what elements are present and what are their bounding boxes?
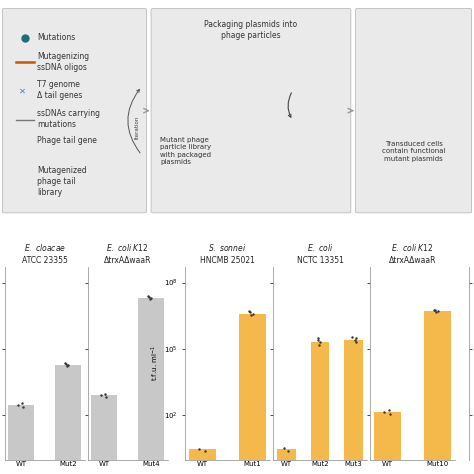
Title: $\it{E.\ coli}$
NCTC 13351: $\it{E.\ coli}$ NCTC 13351	[297, 242, 344, 265]
Point	[431, 307, 438, 314]
Point	[145, 293, 153, 301]
Point	[434, 308, 441, 315]
Point	[315, 341, 323, 349]
Point	[353, 335, 360, 342]
FancyArrowPatch shape	[128, 90, 140, 153]
Point	[102, 393, 110, 401]
Point	[249, 310, 256, 317]
Text: Packaging plasmids into
phage particles: Packaging plasmids into phage particles	[204, 19, 298, 40]
FancyBboxPatch shape	[356, 9, 472, 213]
Point	[19, 403, 27, 410]
Title: $\it{S.\ sonnei}$
HNCMB 25021: $\it{S.\ sonnei}$ HNCMB 25021	[200, 242, 255, 265]
Point	[18, 400, 26, 407]
Text: Transduced cells
contain functional
mutant plasmids: Transduced cells contain functional muta…	[382, 141, 445, 162]
Point	[430, 306, 438, 313]
Point	[14, 401, 21, 409]
Point	[317, 338, 324, 346]
Text: ✕: ✕	[18, 87, 26, 96]
Text: Mutations: Mutations	[37, 33, 75, 42]
Title: $\it{E.\ coli\ K12}$
ΔtrxAΔwaaR: $\it{E.\ coli\ K12}$ ΔtrxAΔwaaR	[104, 242, 152, 265]
Text: ssDNAs carrying
mutations: ssDNAs carrying mutations	[37, 109, 100, 129]
Point	[385, 406, 392, 414]
Bar	[91, 395, 117, 474]
Point	[280, 444, 288, 452]
Point	[61, 359, 69, 366]
Point	[144, 292, 152, 300]
Bar	[344, 340, 363, 474]
Point	[195, 446, 203, 453]
Bar	[138, 298, 164, 474]
Bar	[9, 405, 34, 474]
Point	[146, 295, 154, 303]
Title: $\it{E.\ coli\ K12}$
ΔtrxAΔwaaR: $\it{E.\ coli\ K12}$ ΔtrxAΔwaaR	[389, 242, 436, 265]
Point	[432, 309, 439, 316]
Text: Phage tail gene: Phage tail gene	[37, 137, 97, 146]
Point	[351, 337, 358, 344]
Point	[386, 410, 394, 418]
FancyBboxPatch shape	[151, 9, 351, 213]
Point	[314, 335, 321, 342]
Point	[147, 294, 155, 302]
Bar	[239, 313, 266, 474]
Bar	[374, 411, 401, 474]
Bar	[424, 311, 451, 474]
Point	[201, 447, 209, 455]
Point	[247, 311, 255, 319]
Point	[348, 333, 356, 341]
Y-axis label: t.f.u. ml$^{-1}$: t.f.u. ml$^{-1}$	[150, 346, 161, 382]
Text: Mutant phage
particle library
with packaged
plasmids: Mutant phage particle library with packa…	[160, 137, 211, 165]
Point	[64, 361, 72, 368]
Point	[315, 337, 322, 344]
Bar	[55, 365, 81, 474]
Point	[245, 308, 253, 315]
Point	[380, 408, 388, 415]
Point	[97, 392, 104, 399]
Point	[101, 391, 109, 398]
Text: Iteration: Iteration	[135, 115, 140, 138]
Point	[62, 360, 70, 367]
Bar	[189, 449, 217, 474]
Text: Mutagenizing
ssDNA oligos: Mutagenizing ssDNA oligos	[37, 52, 90, 72]
Text: T7 genome
Δ tail genes: T7 genome Δ tail genes	[37, 81, 82, 100]
Text: Mutagenized
phage tail
library: Mutagenized phage tail library	[37, 166, 87, 197]
Point	[246, 309, 254, 316]
Bar	[277, 449, 296, 474]
Point	[352, 338, 360, 346]
FancyBboxPatch shape	[2, 9, 146, 213]
Title: $\it{E.\ cloacae}$
ATCC 23355: $\it{E.\ cloacae}$ ATCC 23355	[22, 242, 68, 265]
FancyArrowPatch shape	[288, 93, 292, 117]
Bar	[311, 342, 329, 474]
Point	[284, 447, 292, 455]
Point	[63, 362, 70, 369]
